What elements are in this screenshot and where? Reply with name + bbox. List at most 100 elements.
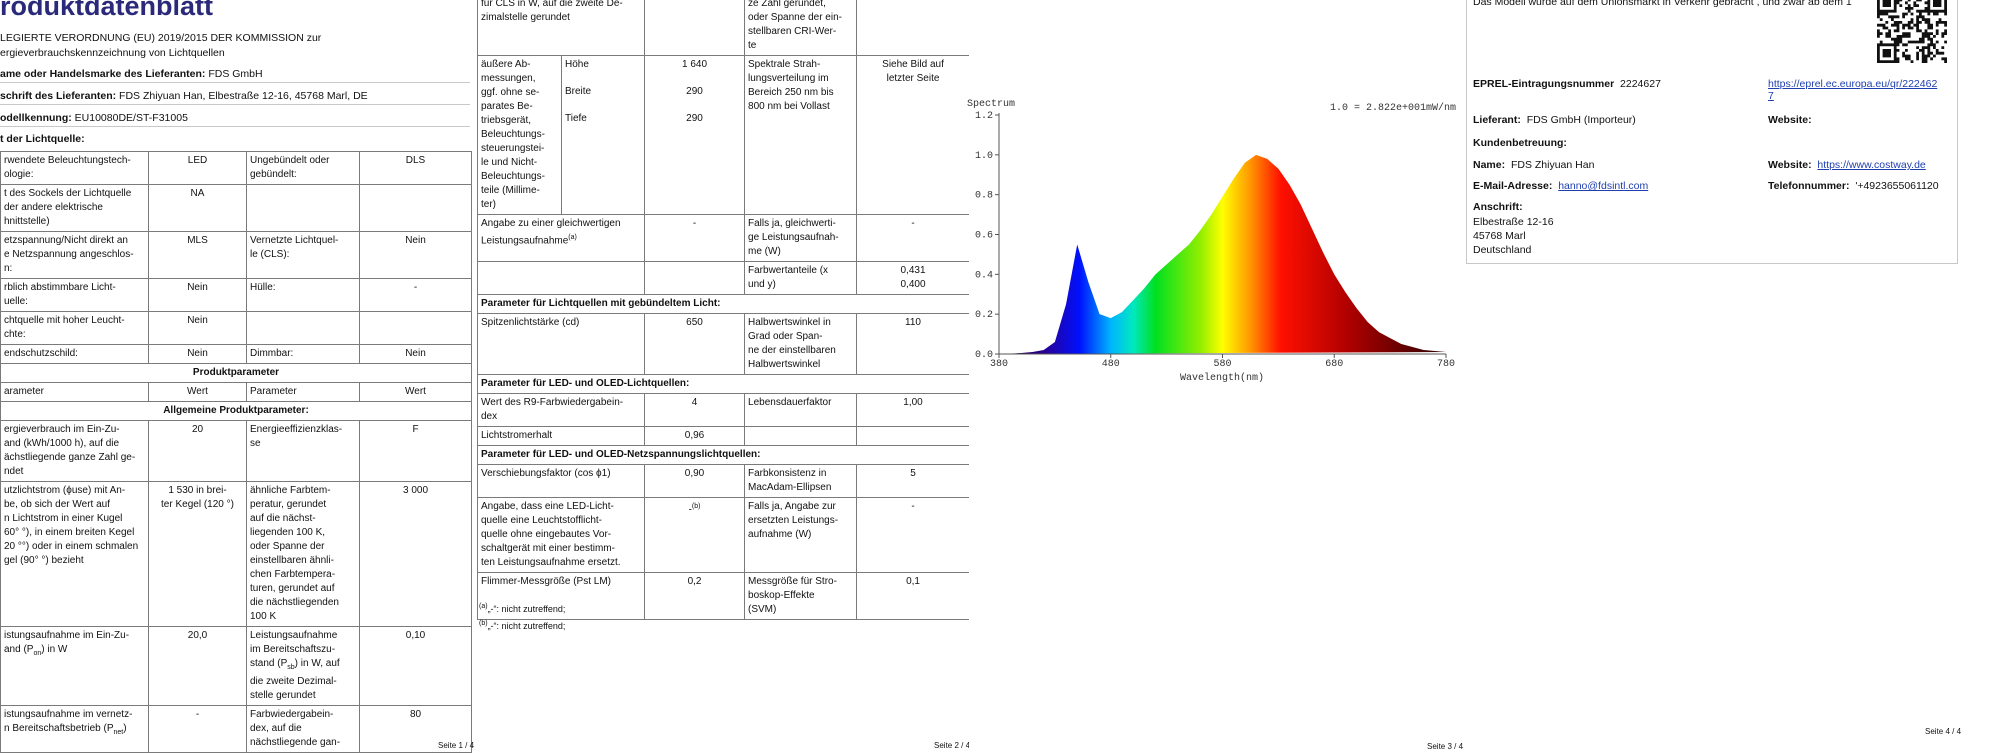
supplier-address: schrift des Lieferanten: FDS Zhiyuan Han…: [0, 90, 470, 105]
address-line: 45768 Marl: [1473, 230, 1526, 242]
table-cell: Nein: [359, 344, 472, 364]
footnote: (a)„-“: nicht zutreffend;: [479, 603, 565, 614]
table-row: Tiefe 290: [478, 110, 970, 215]
table-row: Flimmer-Messgröße (Pst LM) 0,2 Messgröße f…: [477, 572, 969, 620]
label: Website:: [1768, 159, 1812, 171]
table-cell: 0,1: [856, 572, 969, 620]
table-cell: 0,10: [359, 626, 472, 706]
table-cell: Tiefe: [560, 110, 646, 215]
value: FDS GmbH (Importeur): [1526, 114, 1636, 126]
table-cell: rblich abstimmbare Licht- uelle:: [0, 278, 149, 312]
value: '+4923655061120: [1855, 180, 1939, 192]
table-cell: [856, 0, 969, 56]
index: (b): [691, 503, 701, 510]
y-tick-label: 0.4: [975, 270, 993, 281]
table-cell: 650: [644, 313, 746, 375]
footnote-text: „-“: nicht zutreffend;: [487, 604, 566, 614]
table-cell: MLS: [148, 231, 247, 279]
table-row: für CLS in W, auf die zweite De- zimalst…: [477, 0, 969, 56]
link[interactable]: hanno@fdsintl.com: [1558, 180, 1649, 192]
table-row: Angabe, dass eine LED-Licht- quelle eine…: [477, 497, 969, 573]
table-row: arameter Wert Parameter Wert: [0, 382, 472, 402]
table-cell: 20,0: [148, 626, 247, 706]
address-line: Elbestraße 12-16: [1473, 216, 1554, 228]
table-cell: Höhe: [560, 55, 646, 84]
page-number: Seite 1 / 4: [438, 741, 474, 750]
table-cell: -: [644, 214, 746, 262]
supplier-website: Website:: [1768, 114, 1812, 126]
qr-code: [1877, 0, 1947, 63]
table-cell: rwendete Beleuchtungstech- ologie:: [0, 151, 149, 185]
section-heading: t der Lichtquelle:: [0, 133, 85, 145]
table-cell: Nein: [148, 278, 247, 312]
website: Website: https://www.costway.de: [1768, 159, 1926, 171]
table-cell: [856, 426, 969, 446]
index: net: [113, 729, 124, 736]
table-cell: Spektrale Strah- lungsverteilung im Bere…: [744, 55, 858, 215]
table-cell: istungsaufnahme im Ein-Zu- and (Pon) in …: [0, 626, 149, 706]
table-row: Verschiebungsfaktor (cos ϕ1) 0,90 Farbkons…: [477, 464, 969, 498]
table-cell: Spitzenlichtstärke (cd): [477, 313, 646, 375]
table-cell: Breite: [560, 83, 646, 110]
table-cell: ähnliche Farbtem- peratur, gerundet auf …: [246, 481, 360, 627]
contact-name: Name: FDS Zhiyuan Han: [1473, 159, 1594, 171]
annotation: 1.0 = 2.822e+001mW/nm: [1330, 102, 1456, 114]
table-cell: 0,431 0,400: [856, 261, 969, 295]
table-cell: -: [359, 278, 472, 312]
table-cell: 290: [644, 83, 746, 110]
x-tick-label: 680: [1325, 359, 1343, 370]
table-cell: 1,00: [856, 393, 969, 427]
table-cell: Verschiebungsfaktor (cos ϕ1): [477, 464, 646, 498]
parameter-table: für CLS in W, auf die zweite De- zimalst…: [477, 0, 969, 620]
table-cell: etzspannung/Nicht direkt an e Netzspannu…: [0, 231, 149, 279]
text: ): [123, 723, 127, 734]
table-cell: Falls ja, Angabe zur ersetzten Leistungs…: [744, 497, 858, 573]
table-cell: F: [359, 420, 472, 482]
table-cell: Farbwertanteile (x und y): [744, 261, 858, 295]
page-number: Seite 2 / 4: [934, 741, 969, 750]
table-row: Breite 290: [478, 83, 970, 110]
table-cell: [359, 184, 472, 232]
table-cell: Dimmbar:: [246, 344, 360, 364]
table-cell: 110: [856, 313, 969, 375]
table-cell: Nein: [148, 311, 247, 345]
table-cell: Farbkonsistenz in MacAdam-Ellipsen: [744, 464, 858, 498]
qr-modules: [1877, 0, 1947, 63]
label: Anschrift:: [1473, 201, 1523, 213]
table-cell: utzlichtstrom (ϕuse) mit An- be, ob sich…: [0, 481, 149, 627]
table-cell: 1 530 in brei- ter Kegel (120 °): [148, 481, 247, 627]
text: Angabe zu einer gleichwertigen Leistungs…: [481, 218, 621, 247]
table-row: t des Sockels der Lichtquelle der andere…: [0, 184, 472, 232]
table-cell: Ungebündelt oder gebündelt:: [246, 151, 360, 185]
eprel-link[interactable]: https://eprel.ec.europa.eu/qr/2224627: [1768, 78, 1938, 102]
table-cell: 0,96: [644, 426, 746, 446]
title: roduktdatenblatt: [0, 0, 213, 21]
section-heading: Parameter für LED- und OLED-Netzspannung…: [477, 445, 969, 465]
table-cell: Wert des R9-Farbwiedergabein- dex: [477, 393, 646, 427]
value: EU10080DE/ST-F31005: [74, 112, 188, 124]
text: -: [688, 504, 692, 516]
table-cell: -: [856, 214, 969, 262]
supplier: Lieferant: FDS GmbH (Importeur): [1473, 114, 1636, 126]
address-label: Anschrift:: [1473, 201, 1523, 213]
table-row: rwendete Beleuchtungstech- ologie: LED Ung…: [0, 151, 472, 185]
table-cell: 290: [644, 110, 746, 215]
table-row: etzspannung/Nicht direkt an e Netzspannu…: [0, 231, 472, 279]
table-cell: chtquelle mit hoher Leucht- chte:: [0, 311, 149, 345]
footnote-marker: (a): [479, 603, 488, 610]
y-tick-label: 1.2: [975, 111, 993, 122]
text: istungsaufnahme im vernetz- n Bereitscha…: [4, 709, 133, 734]
table-cell: Energieeffizienzklas- se: [246, 420, 360, 482]
footnote: (b)„-“: nicht zutreffend;: [479, 620, 565, 631]
label: EPREL-Eintragungsnummer: [1473, 78, 1615, 90]
link[interactable]: https://www.costway.de: [1817, 159, 1926, 171]
y-tick-label: 0.8: [975, 191, 993, 202]
table-row: äußere Ab- messungen, ggf. ohne se- para…: [477, 55, 969, 215]
section-heading: Parameter für LED- und OLED-Lichtquellen…: [477, 374, 969, 394]
table-cell: Siehe Bild auf letzter Seite: [856, 55, 969, 215]
address-line: Deutschland: [1473, 244, 1532, 256]
table-row: Parameter für LED- und OLED-Lichtquellen…: [477, 374, 969, 394]
table-cell: äußere Ab- messungen, ggf. ohne se- para…: [477, 55, 562, 215]
footnote-marker: (b): [479, 620, 488, 627]
table-cell: t des Sockels der Lichtquelle der andere…: [0, 184, 149, 232]
